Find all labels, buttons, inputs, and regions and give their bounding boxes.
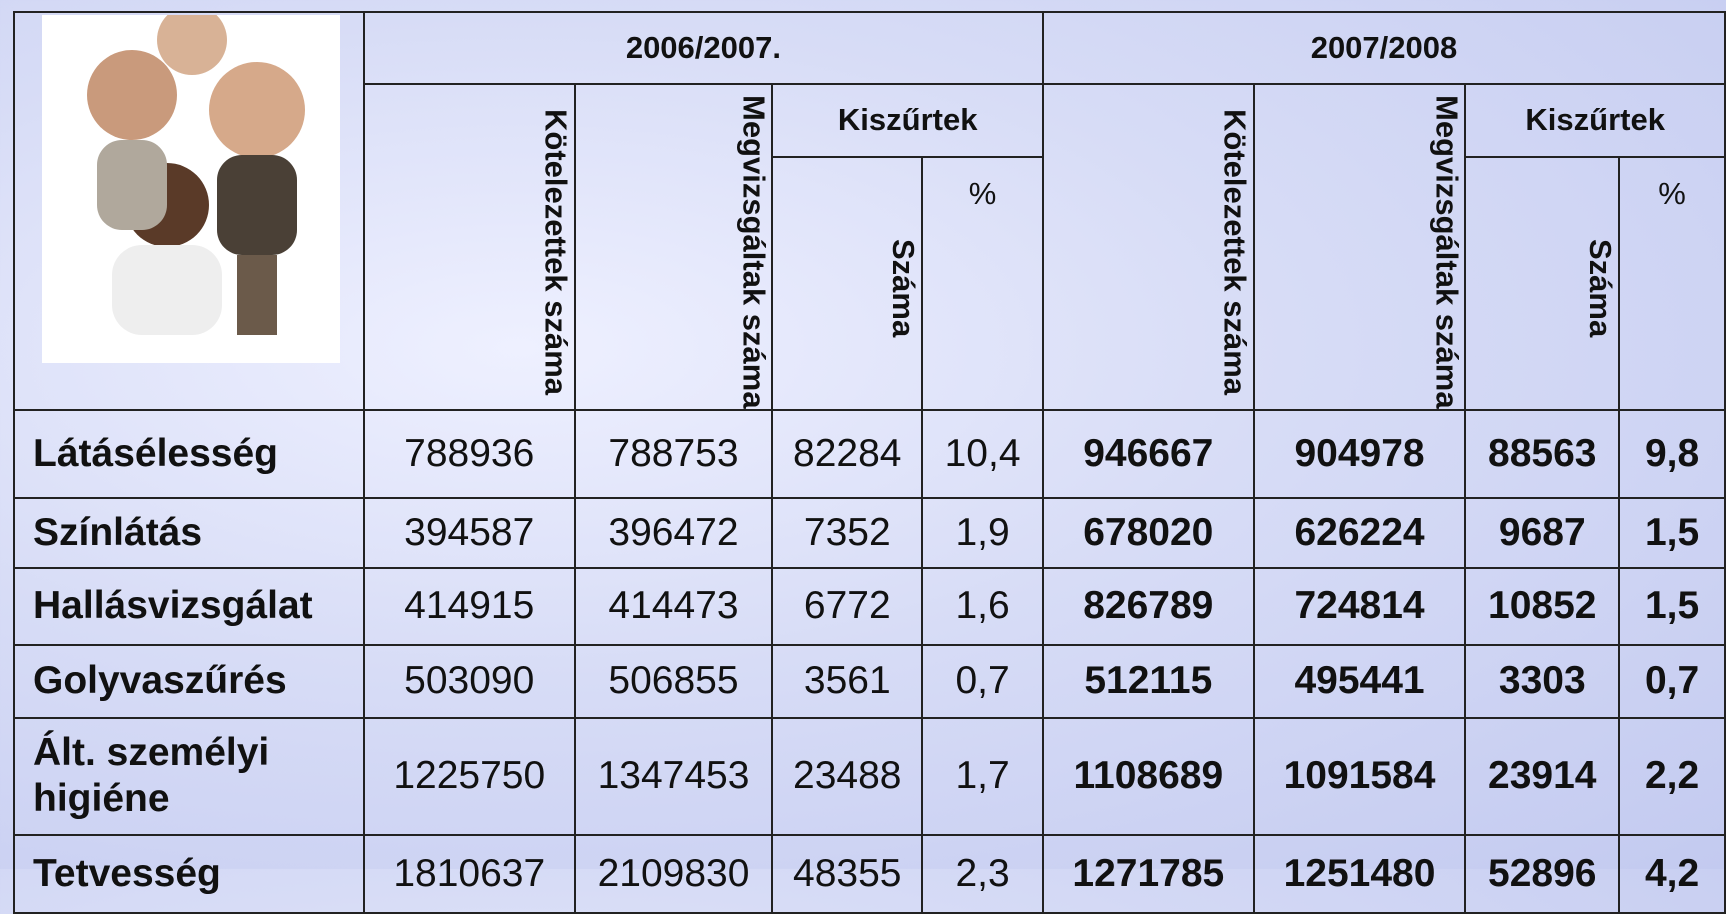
cell: 394587 (364, 498, 575, 568)
cell: 6772 (772, 568, 922, 645)
cell: 2,3 (922, 835, 1043, 913)
cell: 10,4 (922, 410, 1043, 498)
column-header: Megvizsgáltak száma (575, 84, 773, 410)
column-header-text: Megvizsgáltak száma (735, 95, 771, 409)
cell: 512115 (1043, 645, 1254, 718)
cell: 396472 (575, 498, 773, 568)
row-label: Látásélesség (14, 410, 364, 498)
group-header: Kiszűrtek (772, 84, 1043, 157)
cell: 495441 (1254, 645, 1466, 718)
cell: 1,7 (922, 718, 1043, 835)
column-header: % (1619, 157, 1725, 410)
cell: 9,8 (1619, 410, 1725, 498)
cell: 0,7 (922, 645, 1043, 718)
year-header: 2006/2007. (364, 12, 1043, 84)
row-label: Ált. személyi higiéne (14, 718, 364, 835)
cell: 678020 (1043, 498, 1254, 568)
column-header-text: Száma (1582, 239, 1618, 337)
cell: 4,2 (1619, 835, 1725, 913)
column-header: Száma (772, 157, 922, 410)
cell: 9687 (1465, 498, 1619, 568)
cell: 626224 (1254, 498, 1466, 568)
cell: 826789 (1043, 568, 1254, 645)
column-header-text: Száma (885, 239, 921, 337)
cell: 904978 (1254, 410, 1466, 498)
cell: 1108689 (1043, 718, 1254, 835)
cell: 48355 (772, 835, 922, 913)
cell: 414473 (575, 568, 773, 645)
column-header: Megvizsgáltak száma (1254, 84, 1466, 410)
cell: 1,6 (922, 568, 1043, 645)
cell: 506855 (575, 645, 773, 718)
cell: 1091584 (1254, 718, 1466, 835)
photo (42, 15, 340, 363)
cell: 1,5 (1619, 568, 1725, 645)
cell: 946667 (1043, 410, 1254, 498)
row-label: Tetvesség (14, 835, 364, 913)
column-header: Száma (1465, 157, 1619, 410)
cell: 2109830 (575, 835, 773, 913)
statistics-table: 2006/2007. 2007/2008 Kötelezettek száma … (13, 11, 1726, 914)
cell: 1251480 (1254, 835, 1466, 913)
cell: 1225750 (364, 718, 575, 835)
cell: 0,7 (1619, 645, 1725, 718)
cell: 788753 (575, 410, 773, 498)
group-header: Kiszűrtek (1465, 84, 1725, 157)
column-header-text: Kötelezettek száma (1217, 109, 1253, 395)
cell: 414915 (364, 568, 575, 645)
row-label: Színlátás (14, 498, 364, 568)
year-header: 2007/2008 (1043, 12, 1725, 84)
column-header: Kötelezettek száma (364, 84, 575, 410)
page: 2006/2007. 2007/2008 Kötelezettek száma … (0, 0, 1726, 869)
cell: 7352 (772, 498, 922, 568)
cell: 1347453 (575, 718, 773, 835)
cell: 10852 (1465, 568, 1619, 645)
column-header-text: Megvizsgáltak száma (1428, 95, 1464, 409)
column-header: Kötelezettek száma (1043, 84, 1254, 410)
cell: 724814 (1254, 568, 1466, 645)
row-label: Golyvaszűrés (14, 645, 364, 718)
cell: 1810637 (364, 835, 575, 913)
column-header: % (922, 157, 1043, 410)
cell: 82284 (772, 410, 922, 498)
photo-cell (14, 12, 364, 410)
cell: 88563 (1465, 410, 1619, 498)
cell: 23488 (772, 718, 922, 835)
cell: 23914 (1465, 718, 1619, 835)
cell: 1,9 (922, 498, 1043, 568)
header-row: 2006/2007. 2007/2008 (14, 12, 1725, 84)
cell: 2,2 (1619, 718, 1725, 835)
cell: 503090 (364, 645, 575, 718)
row-label: Hallásvizsgálat (14, 568, 364, 645)
column-header-text: Kötelezettek száma (538, 109, 574, 395)
cell: 1271785 (1043, 835, 1254, 913)
cell: 3561 (772, 645, 922, 718)
cell: 788936 (364, 410, 575, 498)
cell: 1,5 (1619, 498, 1725, 568)
cell: 52896 (1465, 835, 1619, 913)
cell: 3303 (1465, 645, 1619, 718)
